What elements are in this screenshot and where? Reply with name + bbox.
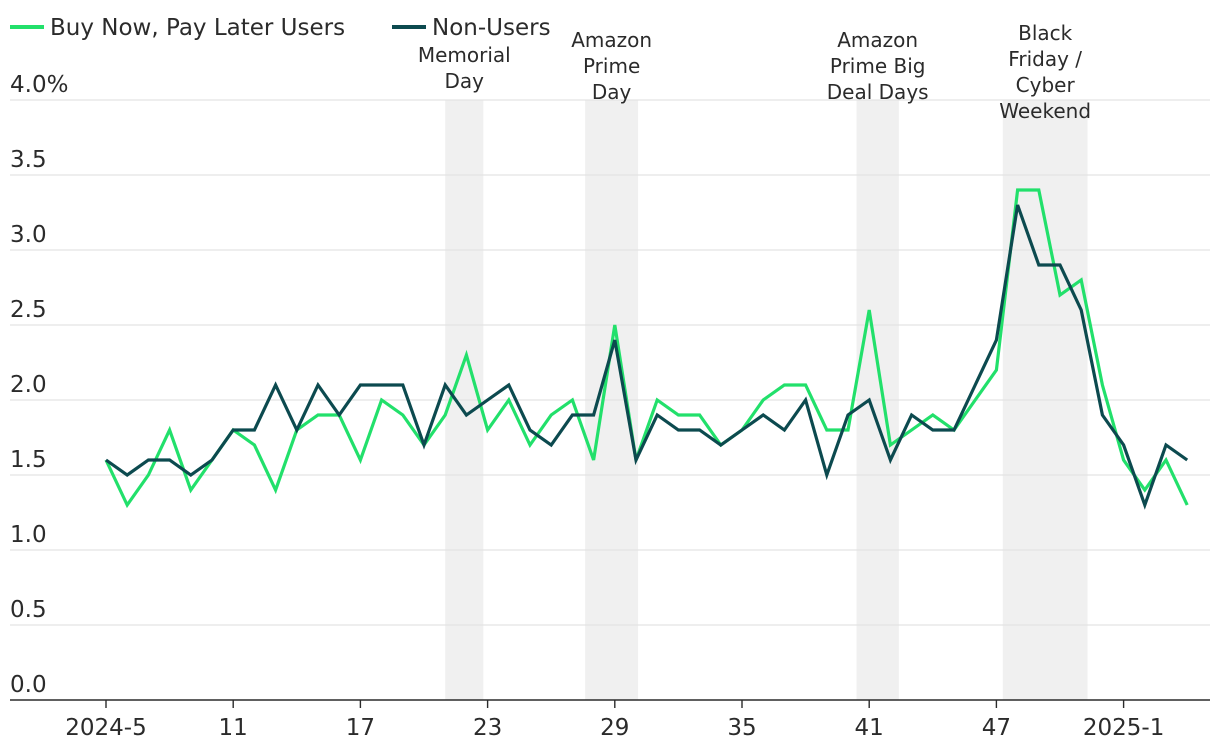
- legend-label-0: Buy Now, Pay Later Users: [50, 15, 345, 41]
- y-tick-label: 0.5: [10, 597, 47, 623]
- y-tick-label: 3.5: [10, 147, 47, 173]
- x-tick-label: 35: [727, 715, 756, 741]
- event-label-1: Amazon Prime Day: [571, 28, 652, 104]
- x-tick-label: 23: [473, 715, 502, 741]
- y-tick-label: 2.0: [10, 372, 47, 398]
- x-tick-label: 11: [219, 715, 248, 741]
- x-tick-label: 2025-1: [1083, 715, 1164, 741]
- y-tick-label: 3.0: [10, 222, 47, 248]
- x-tick-label: 2024-5: [65, 715, 146, 741]
- y-tick-label: 4.0%: [10, 72, 68, 98]
- series-line-non-users: [105, 204, 1189, 510]
- event-label-line: Memorial: [418, 43, 511, 67]
- event-label-line: Amazon: [571, 28, 652, 52]
- event-label-0: Memorial Day: [418, 43, 511, 93]
- event-label-2: Amazon Prime Big Deal Days: [827, 28, 929, 104]
- x-tick-label: 41: [855, 715, 884, 741]
- y-tick-label: 2.5: [10, 297, 47, 323]
- event-label-line: Weekend: [999, 99, 1091, 123]
- event-label-line: Day: [445, 69, 485, 93]
- y-tick-label: 0.0: [10, 672, 47, 698]
- event-label-line: Prime: [583, 54, 640, 78]
- event-label-line: Day: [592, 80, 632, 104]
- x-tick-label: 17: [346, 715, 375, 741]
- event-label-line: Cyber: [1016, 73, 1076, 97]
- x-tick-label: 47: [982, 715, 1011, 741]
- y-tick-label: 1.5: [10, 447, 47, 473]
- event-label-line: Black: [1018, 21, 1073, 45]
- legend-label-1: Non-Users: [432, 15, 551, 41]
- y-tick-label: 1.0: [10, 522, 47, 548]
- event-label-line: Prime Big: [830, 54, 926, 78]
- event-label-line: Friday /: [1008, 47, 1082, 71]
- event-label-line: Amazon: [837, 28, 918, 52]
- event-label-3: Black Friday / Cyber Weekend: [999, 21, 1091, 123]
- x-tick-label: 29: [600, 715, 629, 741]
- event-label-line: Deal Days: [827, 80, 929, 104]
